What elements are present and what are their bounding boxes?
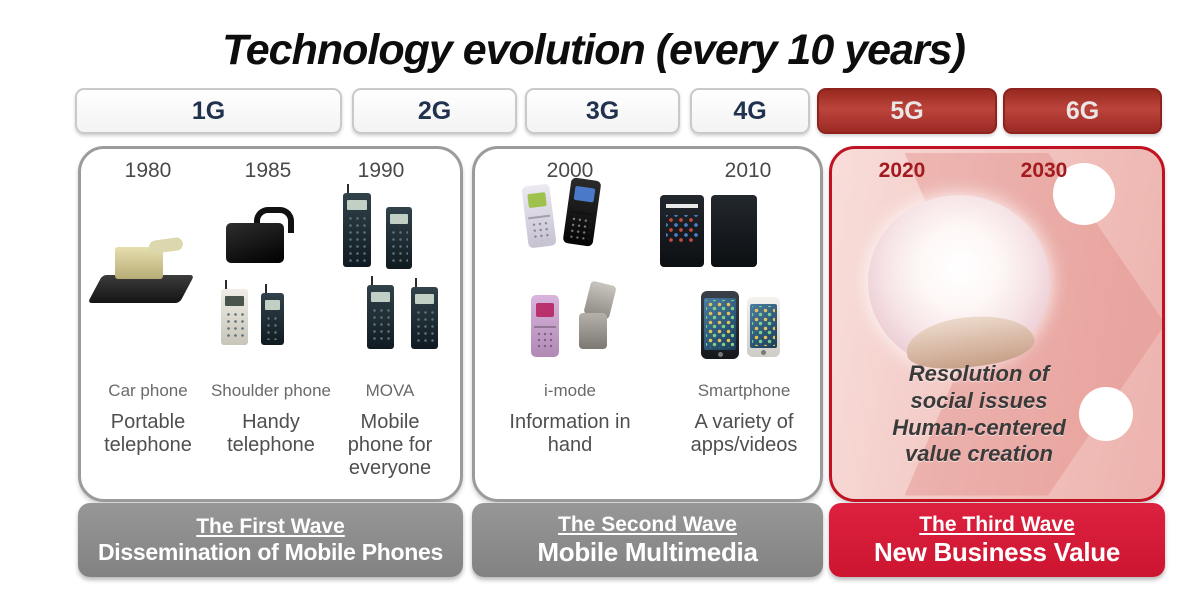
- wave-title: The Second Wave: [558, 512, 737, 536]
- device-caption: Car phone: [108, 381, 188, 400]
- page-title: Technology evolution (every 10 years): [222, 26, 966, 74]
- wave-bar-third: The Third Wave New Business Value: [829, 503, 1165, 577]
- year-label: 2010: [724, 159, 772, 182]
- panel-third-wave: 2020 2030 Resolution of social issues Hu…: [829, 146, 1165, 502]
- mova-phone-image: [386, 207, 412, 269]
- generation-label: 6G: [1065, 96, 1100, 125]
- generation-pill-4g: 4G: [690, 88, 810, 134]
- generation-pill-6g: 6G: [1003, 88, 1162, 134]
- iphone-image: [701, 291, 739, 359]
- message-line: social issues: [910, 387, 1048, 413]
- wave-subtitle: Dissemination of Mobile Phones: [98, 538, 443, 565]
- generation-pill-3g: 3G: [525, 88, 680, 134]
- year-label: 2000: [546, 159, 594, 182]
- panel-first-wave: 1980 1985 1990 Car phone Shoulder phone …: [78, 146, 463, 502]
- wave-bar-first: The First Wave Dissemination of Mobile P…: [78, 503, 463, 577]
- handy-telephone-image: [221, 280, 248, 345]
- message-line: value creation: [905, 441, 1053, 467]
- generation-label: 3G: [585, 96, 620, 125]
- handy-telephone-image: [261, 284, 284, 345]
- wave-subtitle: New Business Value: [873, 536, 1121, 567]
- year-label: 1980: [124, 159, 172, 182]
- wave-title: The Third Wave: [919, 512, 1075, 536]
- year-label: 2030: [1020, 159, 1068, 182]
- mova-phone-image: [411, 278, 438, 349]
- message-line: Human-centered: [892, 414, 1066, 440]
- iphone-image: [747, 297, 780, 357]
- wave-bar-second: The Second Wave Mobile Multimedia: [472, 503, 823, 577]
- device-caption: Smartphone: [697, 381, 791, 400]
- mova-phone-image: [343, 184, 371, 267]
- year-label: 1985: [244, 159, 292, 182]
- device-description: A variety of apps/videos: [690, 411, 798, 456]
- device-description: Information in hand: [509, 411, 631, 456]
- device-caption: MOVA: [365, 381, 415, 400]
- message-line: Resolution of: [908, 361, 1050, 386]
- notch-circle: [1053, 163, 1115, 225]
- device-description: Mobile phone for everyone: [347, 411, 433, 479]
- imode-phone-image: [521, 183, 557, 249]
- wave-title: The First Wave: [196, 514, 345, 538]
- panel-second-wave: 2000 2010 i-mode Smartphone Information …: [472, 146, 823, 502]
- imode-phone-image: [579, 280, 617, 353]
- device-caption: Shoulder phone: [210, 381, 332, 400]
- generation-pill-1g: 1G: [75, 88, 342, 134]
- imode-phone-image: [531, 295, 559, 357]
- notch-circle: [1079, 387, 1133, 441]
- generation-label: 2G: [417, 96, 452, 125]
- year-label: 2020: [878, 159, 926, 182]
- device-description: Portable telephone: [104, 411, 192, 456]
- mova-phone-image: [367, 276, 394, 349]
- year-label: 1990: [357, 159, 405, 182]
- third-wave-message: Resolution of social issues Human-center…: [844, 361, 1114, 468]
- device-description: Handy telephone: [227, 411, 315, 456]
- smartphone-image: [711, 195, 757, 267]
- generation-label: 4G: [733, 96, 767, 125]
- smartphone-image: [660, 195, 704, 267]
- generation-label: 1G: [191, 96, 226, 125]
- device-caption: i-mode: [544, 381, 596, 400]
- generation-pill-2g: 2G: [352, 88, 517, 134]
- imode-phone-image: [562, 177, 602, 247]
- generation-label: 5G: [890, 96, 924, 125]
- car-phone-image: [87, 235, 195, 313]
- wave-subtitle: Mobile Multimedia: [537, 536, 758, 567]
- generation-pill-5g: 5G: [817, 88, 997, 134]
- shoulder-phone-image: [226, 207, 296, 269]
